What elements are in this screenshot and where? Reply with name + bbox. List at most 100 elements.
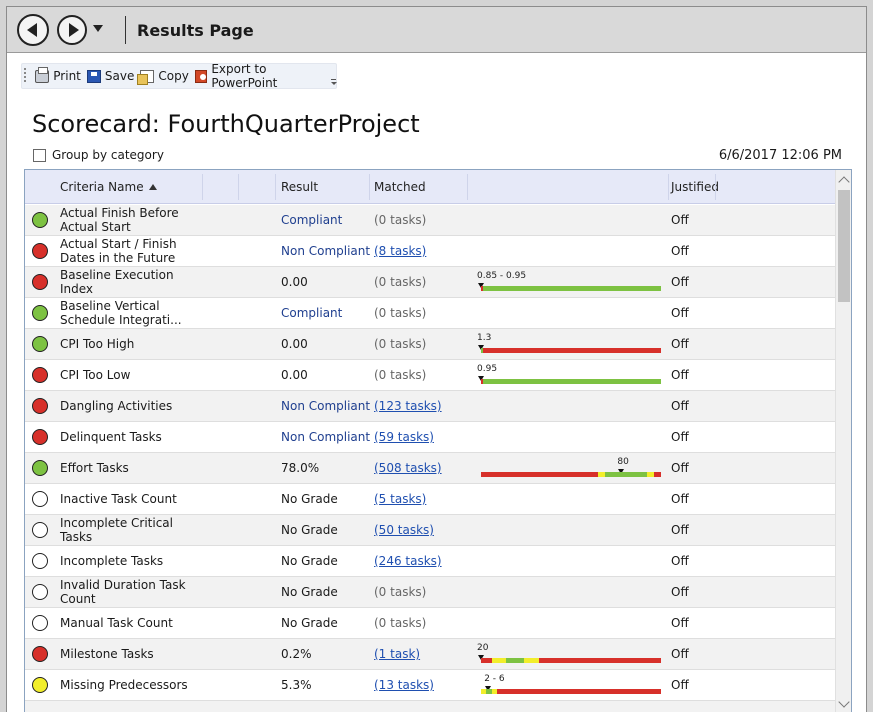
header-divider[interactable]: [275, 174, 276, 200]
copy-button[interactable]: Copy: [137, 69, 189, 85]
gauge-segment: [646, 472, 654, 477]
table-row[interactable]: Actual Start / Finish Dates in the Futur…: [25, 236, 835, 267]
status-cell: [32, 515, 48, 545]
header-divider[interactable]: [238, 174, 239, 200]
result-value: No Grade: [281, 554, 338, 568]
group-by-category-option[interactable]: Group by category: [33, 148, 164, 162]
justified-value[interactable]: Off: [671, 492, 689, 506]
gauge-marker-icon: [618, 469, 625, 474]
table-row[interactable]: Baseline Execution Index 0.00 (0 tasks) 0.8…: [25, 267, 835, 298]
justified-value[interactable]: Off: [671, 616, 689, 630]
gauge-bar: [481, 348, 661, 353]
justified-value[interactable]: Off: [671, 647, 689, 661]
table-row[interactable]: Missing Predecessors 5.3% (13 tasks) 2 - 6 O…: [25, 670, 835, 701]
criteria-name: Incomplete Tasks: [60, 554, 164, 568]
status-indicator-icon: [32, 522, 48, 538]
scorecard-date: 6/6/2017 12:06 PM: [718, 148, 842, 163]
justified-value[interactable]: Off: [671, 461, 689, 475]
table-row[interactable]: Actual Finish Before Actual Start Complia…: [25, 205, 835, 236]
status-cell: [32, 639, 48, 669]
matched-cell: (0 tasks): [374, 608, 426, 638]
status-indicator-icon: [32, 274, 48, 290]
forward-arrow-icon: [68, 23, 79, 37]
history-dropdown-icon[interactable]: [93, 25, 103, 32]
table-row[interactable]: Dangling Activities Non Compliant (123 tas…: [25, 391, 835, 422]
scorecard-title: Scorecard: FourthQuarterProject: [32, 110, 420, 138]
header-divider[interactable]: [715, 174, 716, 200]
table-row[interactable]: Manual Task Count No Grade (0 tasks) Off: [25, 608, 835, 639]
gauge-segment: [482, 286, 661, 291]
header-divider[interactable]: [668, 174, 669, 200]
vertical-scrollbar[interactable]: [835, 170, 851, 712]
matched-cell: (508 tasks): [374, 453, 442, 483]
matched-tasks-link[interactable]: (508 tasks): [374, 461, 442, 475]
justified-value[interactable]: Off: [671, 244, 689, 258]
column-header-matched[interactable]: Matched: [374, 180, 426, 194]
justified-value[interactable]: Off: [671, 585, 689, 599]
matched-tasks-link[interactable]: (13 tasks): [374, 678, 434, 692]
justified-value[interactable]: Off: [671, 368, 689, 382]
save-button[interactable]: Save: [86, 69, 134, 83]
matched-tasks-link[interactable]: (123 tasks): [374, 399, 442, 413]
threshold-gauge: 20: [473, 639, 663, 669]
criteria-name: Actual Start / Finish Dates in the Futur…: [60, 237, 177, 265]
table-row[interactable]: Baseline Vertical Schedule Integrati... C…: [25, 298, 835, 329]
matched-tasks-text: (0 tasks): [374, 213, 427, 227]
header-divider[interactable]: [467, 174, 468, 200]
justified-value[interactable]: Off: [671, 678, 689, 692]
status-indicator-icon: [32, 584, 48, 600]
matched-tasks-text: (0 tasks): [374, 306, 427, 320]
table-row[interactable]: Incomplete Tasks No Grade (246 tasks) Off: [25, 546, 835, 577]
gauge-threshold-label: 20: [477, 643, 489, 653]
matched-tasks-link[interactable]: (1 task): [374, 647, 421, 661]
gauge-segment: [497, 689, 661, 694]
toolbar-overflow-icon[interactable]: [330, 78, 338, 85]
justified-value[interactable]: Off: [671, 306, 689, 320]
table-row[interactable]: [25, 701, 835, 712]
matched-tasks-link[interactable]: (8 tasks): [374, 244, 427, 258]
header-divider[interactable]: [369, 174, 370, 200]
justified-value[interactable]: Off: [671, 213, 689, 227]
matched-cell: (0 tasks): [374, 329, 426, 359]
column-header-criteria-name[interactable]: Criteria Name: [60, 170, 157, 204]
group-by-checkbox[interactable]: [33, 148, 46, 162]
matched-tasks-link[interactable]: (246 tasks): [374, 554, 442, 568]
export-label: Export to PowerPoint: [211, 62, 278, 90]
export-powerpoint-button[interactable]: Export to PowerPoint: [194, 62, 321, 90]
status-indicator-icon: [32, 646, 48, 662]
table-row[interactable]: Milestone Tasks 0.2% (1 task) 20 Off: [25, 639, 835, 670]
scroll-up-icon[interactable]: [838, 176, 850, 188]
status-cell: [32, 360, 48, 390]
table-row[interactable]: CPI Too High 0.00 (0 tasks) 1.3 Off: [25, 329, 835, 360]
result-value: 0.00: [281, 275, 308, 289]
table-row[interactable]: Invalid Duration Task Count No Grade (0 ta…: [25, 577, 835, 608]
threshold-gauge: 0.95: [473, 360, 663, 390]
justified-value[interactable]: Off: [671, 430, 689, 444]
justified-value[interactable]: Off: [671, 523, 689, 537]
column-header-result[interactable]: Result: [281, 180, 319, 194]
table-row[interactable]: Effort Tasks 78.0% (508 tasks) 80 Off: [25, 453, 835, 484]
gauge-threshold-label: 2 - 6: [484, 674, 505, 684]
justified-value[interactable]: Off: [671, 554, 689, 568]
column-header-justified[interactable]: Justified: [671, 180, 719, 194]
print-button[interactable]: Print: [35, 66, 81, 83]
matched-tasks-link[interactable]: (5 tasks): [374, 492, 427, 506]
table-row[interactable]: Incomplete Critical Tasks No Grade (50 tas…: [25, 515, 835, 546]
toolbar-grip[interactable]: [24, 68, 30, 84]
table-row[interactable]: Inactive Task Count No Grade (5 tasks) Off: [25, 484, 835, 515]
table-row[interactable]: CPI Too Low 0.00 (0 tasks) 0.95 Off: [25, 360, 835, 391]
copy-label: Copy: [158, 69, 189, 83]
matched-tasks-link[interactable]: (59 tasks): [374, 430, 434, 444]
table-row[interactable]: Delinquent Tasks Non Compliant (59 tasks) O…: [25, 422, 835, 453]
header-divider[interactable]: [202, 174, 203, 200]
back-button[interactable]: [17, 14, 49, 46]
matched-tasks-link[interactable]: (50 tasks): [374, 523, 434, 537]
justified-value[interactable]: Off: [671, 275, 689, 289]
scroll-down-icon[interactable]: [838, 696, 850, 708]
criteria-name: Effort Tasks: [60, 461, 129, 475]
scrollbar-thumb[interactable]: [838, 190, 850, 302]
forward-button[interactable]: [57, 15, 87, 45]
justified-value[interactable]: Off: [671, 399, 689, 413]
results-window: Results Page Print Save Copy Export to P…: [6, 6, 867, 712]
justified-value[interactable]: Off: [671, 337, 689, 351]
